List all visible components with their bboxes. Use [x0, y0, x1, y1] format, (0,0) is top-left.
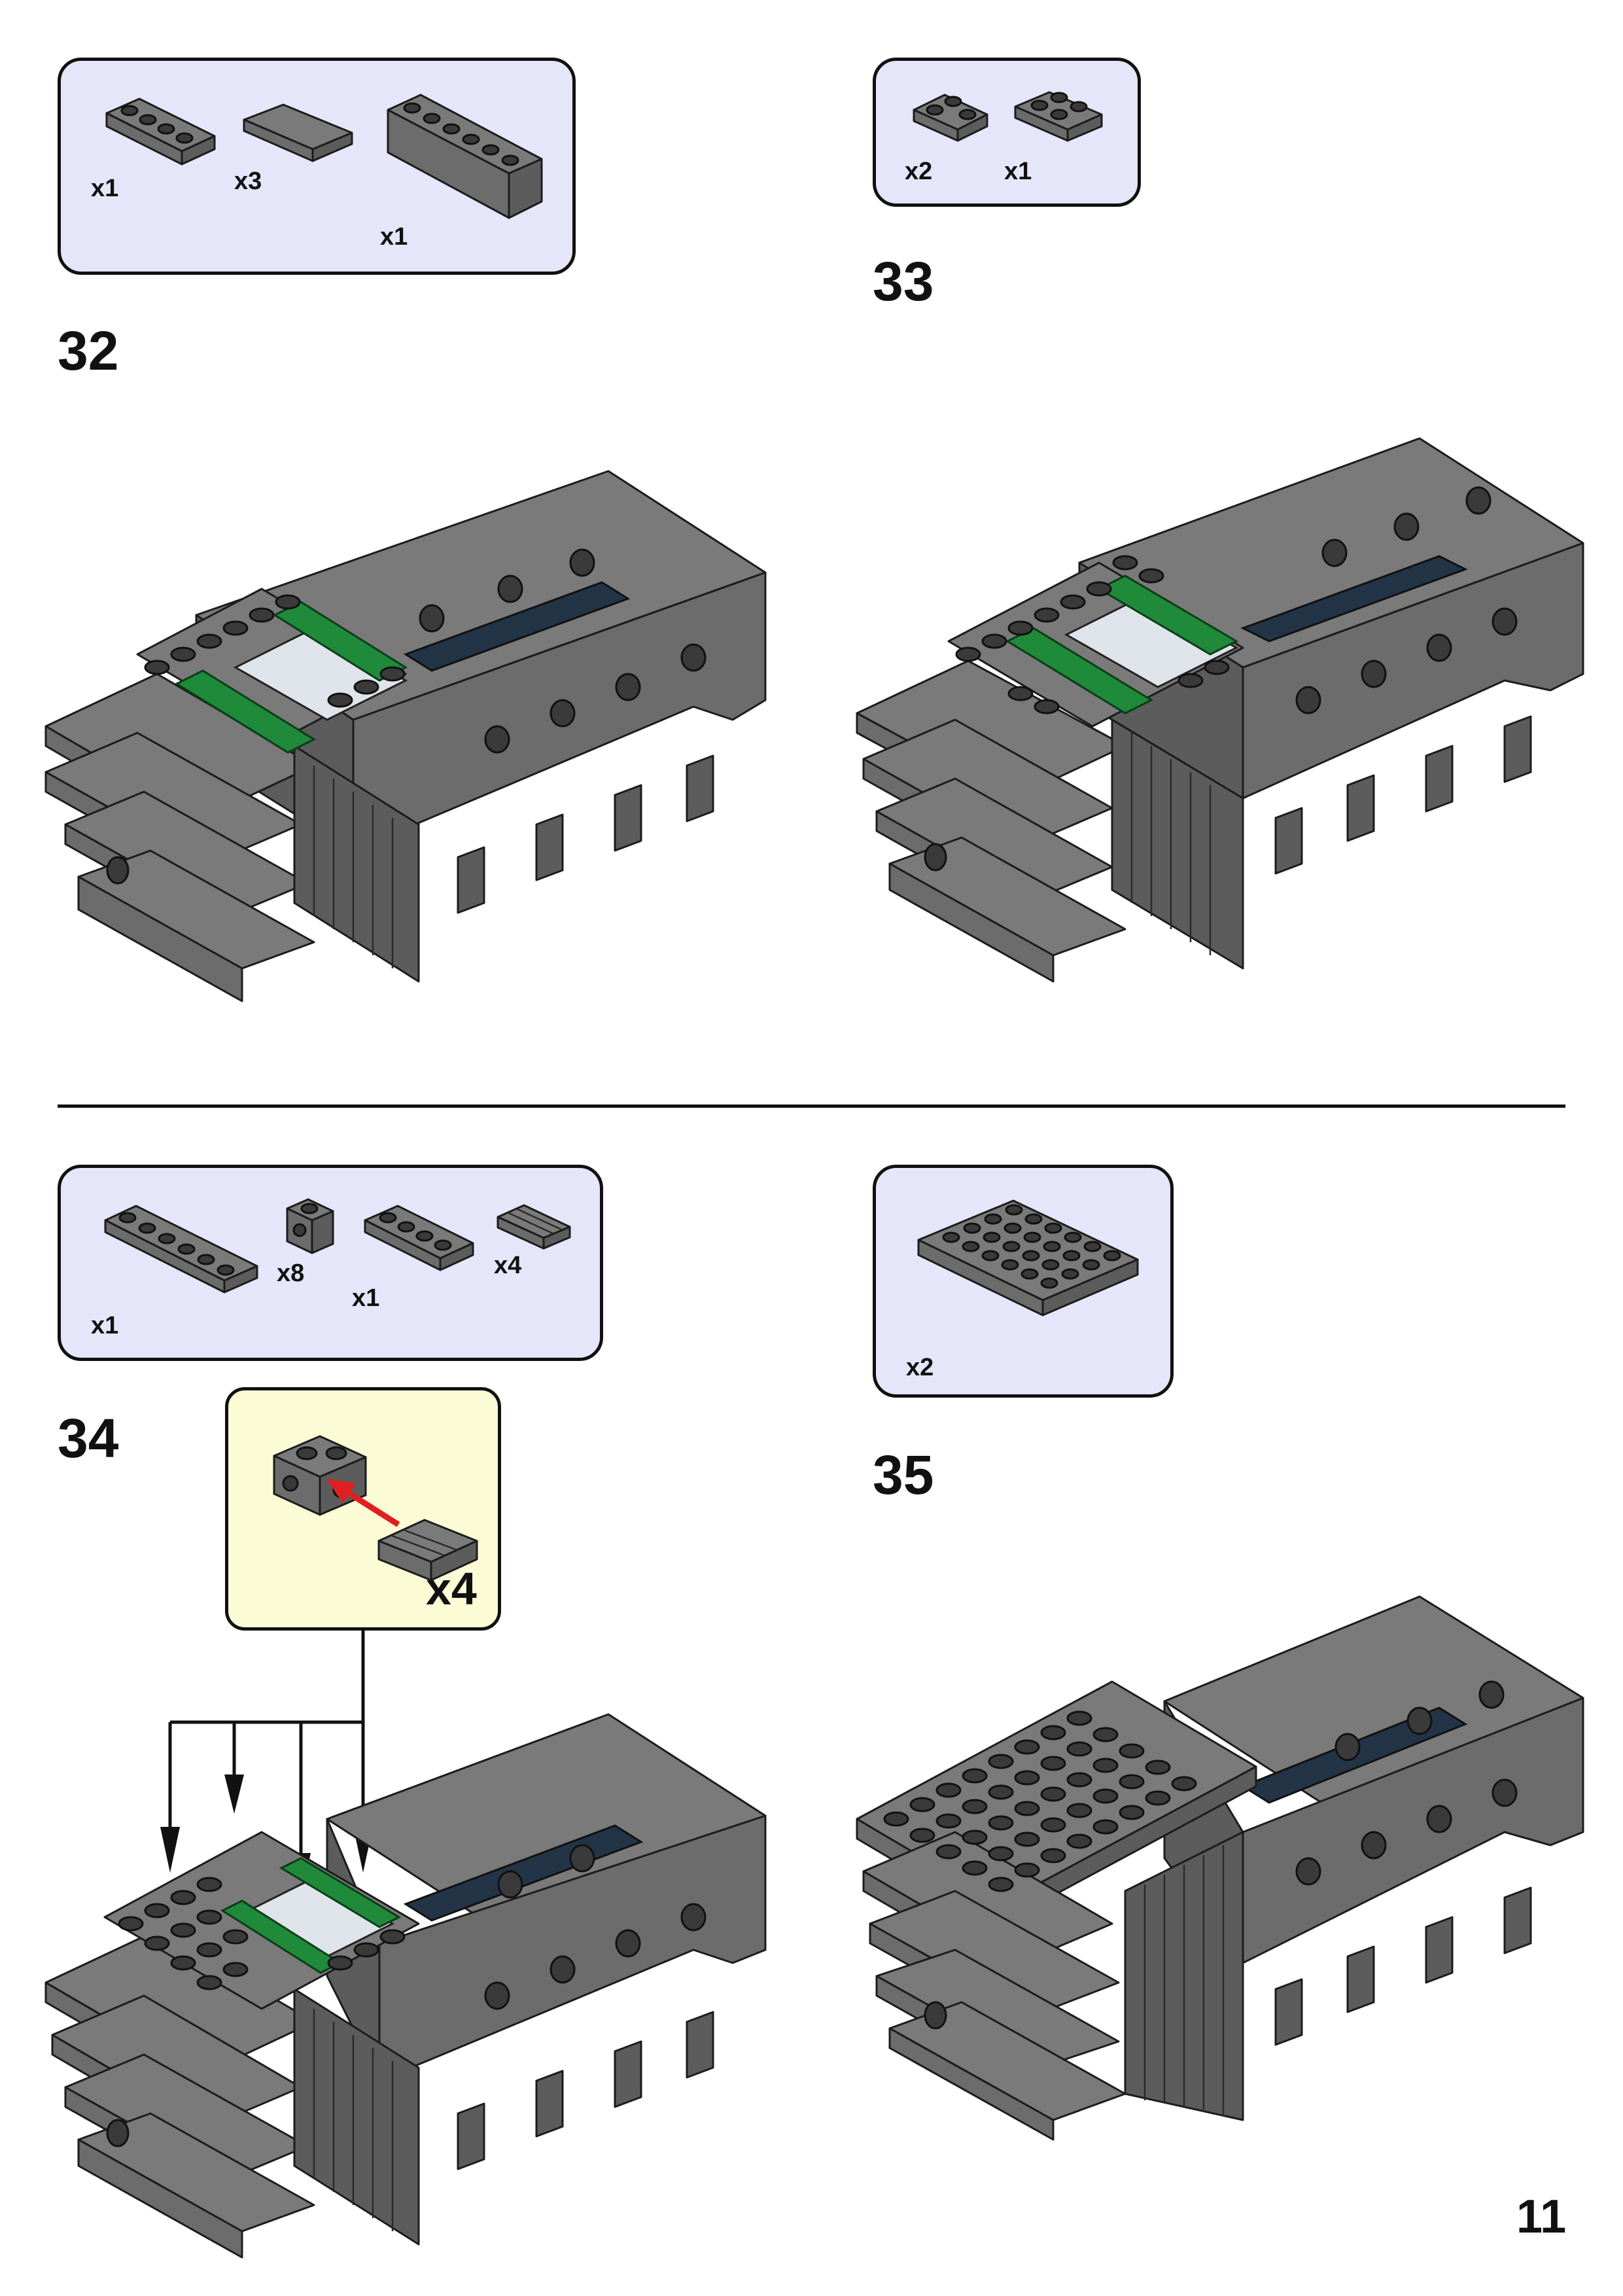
model-step-33	[856, 437, 1584, 983]
step-number: 33	[873, 251, 934, 312]
step-number: 32	[58, 320, 119, 381]
part-qty: x4	[494, 1252, 522, 1279]
parts-box-step-35: x2	[873, 1165, 1174, 1398]
plate-1x4-icon	[105, 97, 216, 166]
tile-2x2-icon	[243, 103, 353, 162]
page-number: 11	[1516, 2191, 1567, 2243]
parts-box-step-33: x2 x1	[873, 58, 1141, 207]
plate-1x6-icon	[104, 1205, 258, 1294]
step-number: 35	[873, 1444, 934, 1506]
part-qty: x8	[277, 1260, 305, 1287]
model-step-35	[856, 1595, 1584, 2141]
parts-box-step-32: x1 x3 x1	[58, 58, 576, 275]
grille-tile-icon	[497, 1204, 571, 1250]
step-number: 34	[58, 1407, 119, 1469]
part-qty: x3	[234, 168, 262, 195]
plate-2x2-icon	[1014, 91, 1103, 142]
callout-qty: x4	[426, 1563, 477, 1614]
sub-assembly-callout: x4	[225, 1387, 501, 1631]
part-qty: x1	[91, 175, 119, 202]
part-qty: x1	[1004, 158, 1032, 185]
part-qty: x2	[905, 158, 933, 185]
model-cavity	[1240, 555, 1468, 643]
grille-tile-icon	[377, 1519, 478, 1581]
plate-1x4-icon	[364, 1205, 474, 1271]
model-cavity	[403, 581, 631, 672]
model-step-34	[44, 1713, 767, 2259]
plate-4x6-icon	[917, 1199, 1139, 1316]
parts-box-step-34: x1 x8 x1 x4	[58, 1165, 603, 1361]
model-step-32	[44, 470, 767, 1002]
plate-studs	[883, 1710, 1197, 1892]
brick-1x1-headlight-icon	[286, 1198, 334, 1254]
brick-1x2-headlight-icon	[273, 1435, 367, 1516]
brick-1x6-icon	[387, 94, 543, 219]
step-divider	[58, 1104, 1565, 1108]
part-qty: x1	[380, 223, 408, 251]
red-arrow-icon	[326, 1479, 400, 1527]
part-qty: x1	[91, 1312, 119, 1339]
part-qty: x1	[352, 1284, 380, 1312]
plate-2x2-corner-icon	[913, 94, 988, 142]
part-qty: x2	[906, 1354, 934, 1381]
